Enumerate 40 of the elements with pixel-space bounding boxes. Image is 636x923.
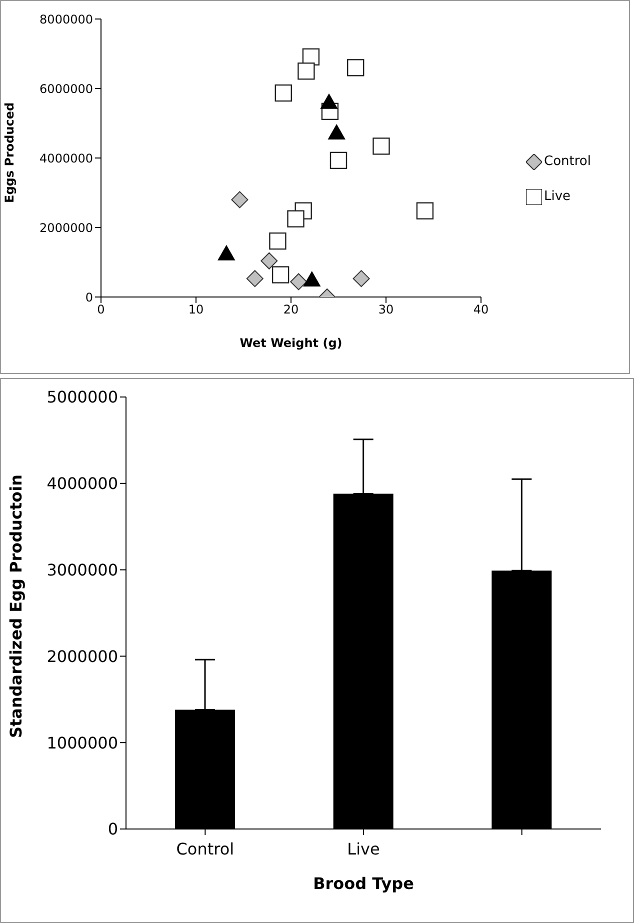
legend-label: Control: [544, 154, 591, 169]
point: [290, 273, 308, 290]
point: [328, 124, 346, 140]
x-tick-label: 0: [97, 302, 105, 317]
point: [260, 252, 278, 270]
x-axis-title: Brood Type: [313, 874, 414, 893]
y-tick-label: 8000000: [40, 12, 93, 26]
point: [269, 232, 286, 250]
y-axis-title: Standardized Egg Productoin: [6, 474, 26, 738]
x-tick-label: 40: [473, 302, 489, 317]
y-tick-label: 1000000: [46, 733, 118, 752]
point: [274, 84, 292, 102]
point: [272, 266, 290, 284]
point: [287, 210, 304, 228]
legend-label: Live: [544, 189, 571, 204]
point: [246, 270, 264, 288]
y-tick-label: 0: [108, 820, 118, 839]
y-tick-label: 6000000: [40, 82, 93, 96]
point: [298, 62, 315, 80]
point: [218, 245, 235, 260]
x-tick-label: 30: [378, 302, 394, 317]
point: [303, 271, 320, 286]
point: [416, 202, 434, 220]
y-tick-label: 5000000: [46, 388, 118, 407]
point: [231, 191, 248, 208]
y-tick-label: 4000000: [40, 151, 93, 166]
x-tick-label: 10: [188, 302, 204, 317]
x-tick-label: 20: [283, 302, 299, 317]
y-tick-label: 2000000: [40, 220, 93, 235]
point: [347, 59, 364, 76]
point: [352, 270, 370, 288]
x-axis-title: Wet Weight (g): [240, 336, 342, 350]
point: [372, 138, 390, 155]
point: [330, 152, 348, 170]
y-tick-label: 4000000: [46, 474, 118, 494]
y-axis-title: Eggs Produced: [2, 102, 16, 203]
y-tick-label: 3000000: [46, 560, 118, 580]
y-tick-label: 2000000: [46, 646, 118, 666]
y-tick-label: 0: [85, 290, 93, 304]
point: [320, 94, 338, 109]
